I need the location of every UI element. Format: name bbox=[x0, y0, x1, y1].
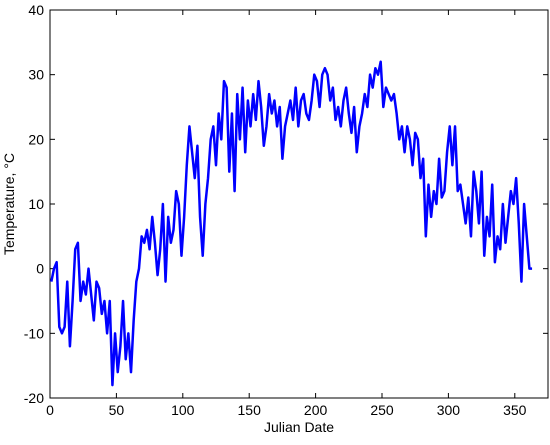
y-tick-label: -20 bbox=[24, 390, 44, 406]
y-axis-label: Temperature, °C bbox=[1, 153, 17, 255]
x-tick-label: 350 bbox=[503, 402, 527, 418]
y-tick-label: 30 bbox=[28, 67, 44, 83]
x-tick-label: 0 bbox=[46, 402, 54, 418]
y-tick-label: 10 bbox=[28, 196, 44, 212]
x-tick-label: 50 bbox=[109, 402, 125, 418]
x-axis-label: Julian Date bbox=[264, 419, 334, 435]
y-tick-label: 0 bbox=[36, 261, 44, 277]
x-tick-label: 200 bbox=[304, 402, 328, 418]
y-tick-label: -10 bbox=[24, 325, 44, 341]
data-line bbox=[50, 60, 533, 387]
y-tick-label: 20 bbox=[28, 131, 44, 147]
x-tick-label: 300 bbox=[437, 402, 461, 418]
x-tick-label: 150 bbox=[238, 402, 262, 418]
x-tick-label: 100 bbox=[171, 402, 195, 418]
y-tick-label: 40 bbox=[28, 2, 44, 18]
x-tick-label: 250 bbox=[370, 402, 394, 418]
